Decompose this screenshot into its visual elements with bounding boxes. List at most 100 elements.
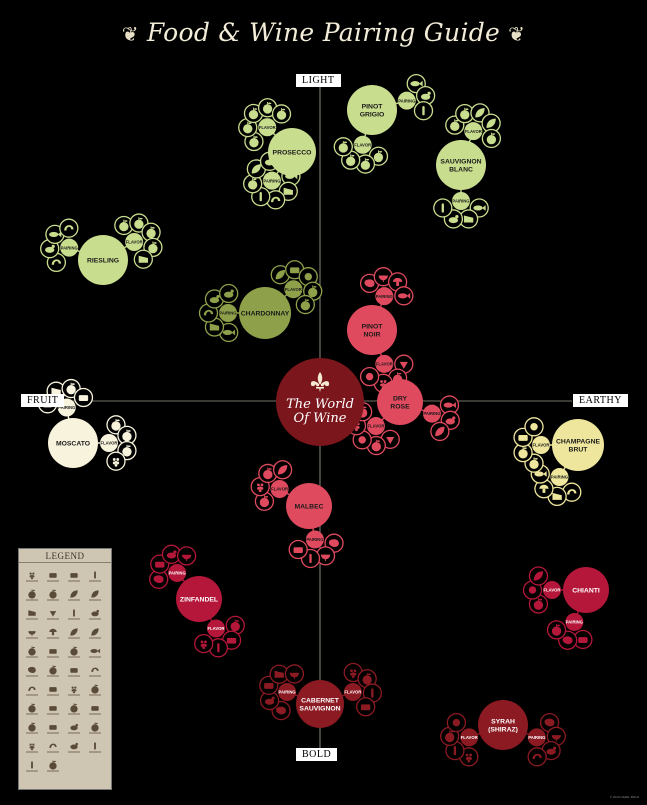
legend-caption-rule: [89, 580, 101, 582]
axis-label-light: LIGHT: [296, 74, 341, 87]
flavor-label: FLAVOR: [285, 287, 302, 292]
herb-icon: [475, 108, 485, 118]
flavor-label: FLAVOR: [126, 240, 143, 245]
shrimp-icon: [567, 489, 577, 495]
fish-icon: [410, 80, 423, 87]
legend-caption-rule: [89, 656, 101, 658]
chicken-icon: [445, 416, 456, 425]
fruit-icon: [66, 382, 76, 395]
pepper-icon: [441, 203, 444, 213]
chicken-icon: [45, 244, 55, 253]
lobster-icon: [203, 309, 214, 316]
wine-circle-dry-rose: [377, 379, 423, 425]
wine-circle-champagne-brut: [552, 419, 604, 471]
wine-name-champagne-brut-line2: BRUT: [569, 447, 589, 454]
pairing-label-circle: [550, 468, 569, 487]
copyright-text: © 2013 HAZEL BOLD: [609, 795, 639, 799]
steak-icon: [364, 279, 375, 288]
grill-icon: [320, 554, 331, 562]
wine-name-pinot-noir-line1: PINOT: [362, 324, 384, 331]
legend-caption-rule: [89, 637, 101, 639]
wine-circle-moscato: [48, 418, 98, 468]
flourish-left-icon: ❦: [121, 22, 139, 46]
fish-icon: [222, 329, 236, 336]
cheese-icon: [274, 670, 284, 678]
apple-icon: [49, 665, 57, 675]
oak-leaf-icon: [275, 270, 285, 280]
grape-icon: [71, 686, 77, 694]
pear-icon: [49, 589, 57, 599]
apple-icon: [249, 135, 259, 148]
vegetable-icon: [94, 571, 96, 579]
lemon-icon: [529, 457, 539, 470]
wine-circle-syrah: [478, 700, 528, 750]
legend-icon-grid: [26, 571, 101, 772]
wine-name-sauvignon-blanc-line2: BLANC: [449, 167, 473, 174]
pepper-icon: [217, 643, 220, 653]
pairing-label: PAIRING: [219, 311, 236, 316]
pizza-icon: [578, 637, 588, 643]
legend-title: LEGEND: [19, 551, 111, 563]
wine-circle-sauvignon-blanc: [436, 140, 486, 190]
pairing-label-circle: [168, 563, 187, 582]
herb-icon: [533, 571, 544, 581]
cheese-icon: [463, 215, 474, 223]
wine-circle-prosecco: [268, 128, 316, 176]
cheese-icon: [552, 492, 562, 500]
legend-caption-rule: [89, 751, 101, 753]
flavor-label-circle: [543, 581, 561, 599]
fruit-icon: [91, 722, 99, 732]
wine-name-prosecco-line1: PROSECCO: [273, 150, 312, 157]
shrimp-icon: [270, 196, 281, 203]
wine-chianti: PAIRING FLAVOR CHIANTI: [522, 566, 609, 650]
apple-icon: [460, 107, 470, 120]
bread-icon: [264, 683, 274, 689]
flavor-label-circle: [375, 354, 394, 373]
leaf-icon: [251, 164, 262, 174]
pairing-label-circle: [219, 304, 237, 322]
axis-label-fruit: FRUIT: [21, 394, 65, 407]
pear-icon: [486, 132, 497, 145]
fish-icon: [473, 205, 486, 211]
wine-circle-pinot-grigio: [347, 85, 397, 135]
legend-panel: LEGEND: [18, 548, 112, 790]
pairing-label-circle: [422, 404, 441, 423]
pairing-icon-circle: [59, 218, 79, 238]
flavor-label-circle: [100, 434, 118, 452]
strawberry-icon: [386, 437, 395, 445]
watermelon-icon: [358, 436, 366, 444]
pizza-icon: [49, 725, 57, 730]
orange-icon: [122, 429, 132, 442]
flavor-label-circle: [207, 619, 225, 638]
smoke-icon: [452, 718, 461, 727]
salad-icon: [435, 426, 445, 437]
citrus-icon: [338, 140, 348, 153]
mushroom-icon: [49, 628, 57, 636]
strawberry-icon: [49, 611, 57, 617]
legend-caption-rule: [68, 732, 80, 734]
legend-caption-rule: [89, 675, 101, 677]
legend-caption-rule: [26, 599, 38, 601]
steak-icon: [544, 718, 555, 727]
cheese-icon: [28, 610, 36, 616]
flavor-label: FLAVOR: [544, 588, 561, 593]
wine-name-champagne-brut-line1: CHAMPAGNE: [556, 439, 601, 446]
legend-caption-rule: [26, 732, 38, 734]
wine-name-pinot-grigio-line2: GRIGIO: [360, 112, 385, 119]
almond-icon: [530, 423, 538, 431]
jam-icon: [91, 706, 99, 711]
pear-icon: [122, 444, 132, 457]
bell-pepper-icon: [31, 761, 33, 769]
cookie-icon: [49, 687, 57, 692]
chicken-icon: [420, 91, 431, 100]
flavor-label: FLAVOR: [354, 142, 371, 147]
fish-icon: [397, 292, 411, 299]
grass-icon: [486, 118, 496, 128]
legend-caption-rule: [47, 694, 59, 696]
wine-circle-riesling: [78, 235, 128, 285]
pairing-label: PAIRING: [566, 620, 583, 625]
toast-icon: [518, 435, 528, 441]
cherry-icon: [263, 467, 273, 480]
